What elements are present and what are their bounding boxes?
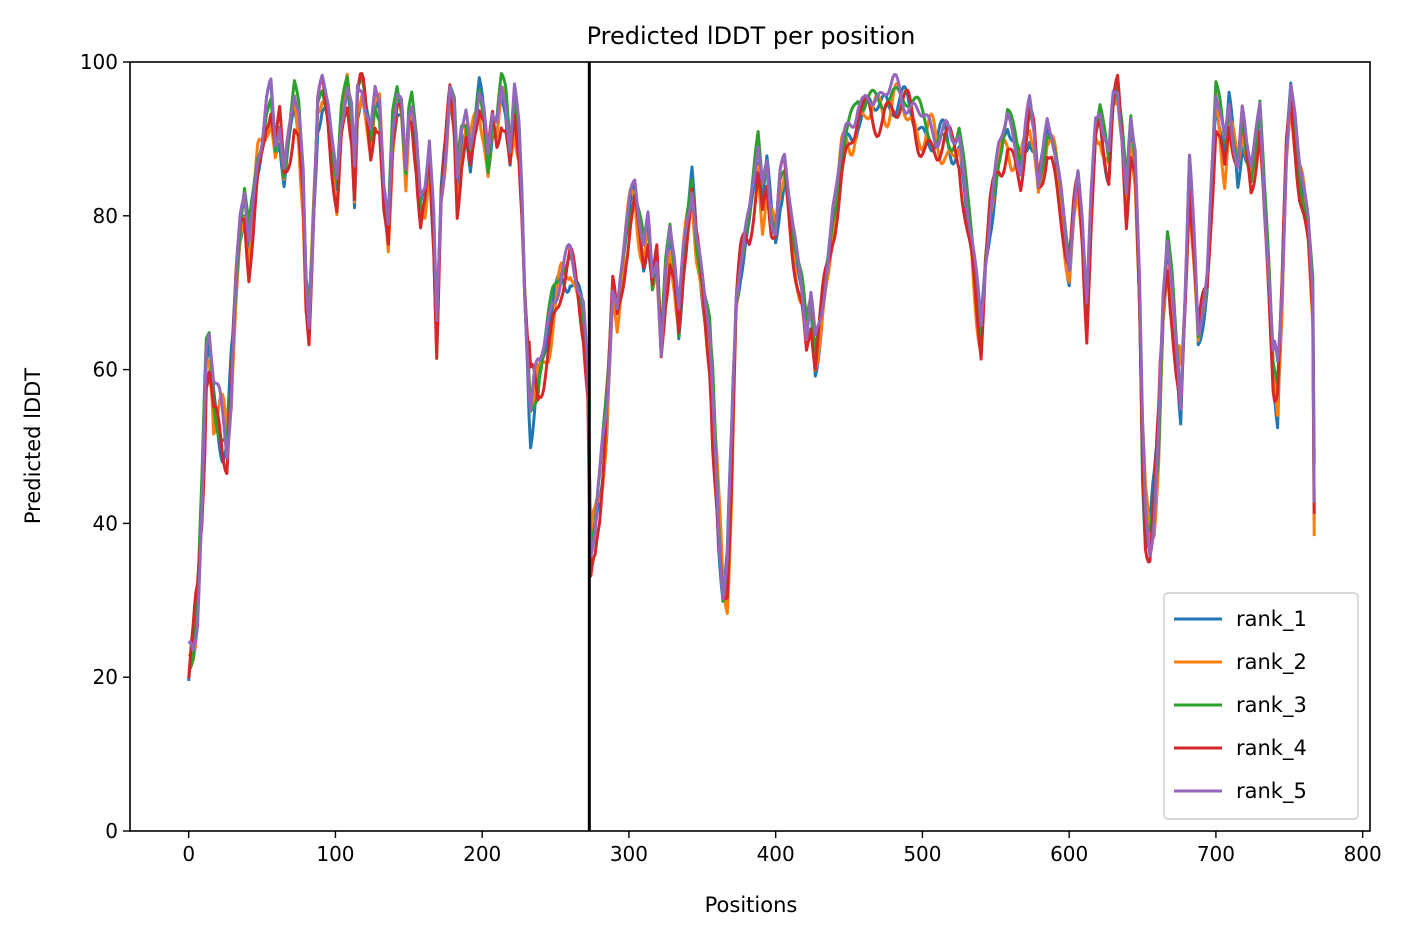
y-tick-label: 40 (93, 511, 118, 535)
y-tick-label: 60 (93, 358, 118, 382)
chart-title: Predicted lDDT per position (587, 22, 916, 50)
x-tick-label: 400 (757, 842, 795, 866)
x-tick-label: 300 (610, 842, 648, 866)
legend-label-rank_1: rank_1 (1236, 607, 1307, 632)
plot-area: 0 100 200 300 400 500 600 700 800 0 20 40 60 80 100 (80, 50, 1382, 866)
x-tick-label: 0 (182, 842, 195, 866)
x-tick-label: 200 (463, 842, 501, 866)
legend-box (1163, 592, 1359, 820)
legend-label-rank_5: rank_5 (1236, 779, 1307, 804)
series-lines (187, 72, 1316, 682)
y-tick-label: 20 (93, 665, 118, 689)
axes-frame (129, 61, 1371, 832)
y-tick-label: 100 (80, 50, 118, 74)
legend-label-rank_3: rank_3 (1236, 693, 1307, 718)
y-axis-title: Predicted lDDT (21, 368, 45, 524)
x-tick-label: 800 (1344, 842, 1382, 866)
legend: rank_1 rank_2 rank_3 rank_4 rank_5 (1163, 592, 1359, 820)
legend-label-rank_2: rank_2 (1236, 650, 1307, 675)
x-tick-label: 100 (316, 842, 354, 866)
x-axis-title: Positions (705, 893, 798, 917)
x-tick-label: 700 (1197, 842, 1235, 866)
y-tick-label: 80 (93, 204, 118, 228)
y-tick-label: 0 (105, 819, 118, 843)
x-tick-label: 600 (1050, 842, 1088, 866)
legend-label-rank_4: rank_4 (1236, 736, 1307, 761)
series-line-rank_4 (187, 72, 1316, 679)
x-tick-label: 500 (903, 842, 941, 866)
series-line-rank_5 (187, 73, 1316, 652)
